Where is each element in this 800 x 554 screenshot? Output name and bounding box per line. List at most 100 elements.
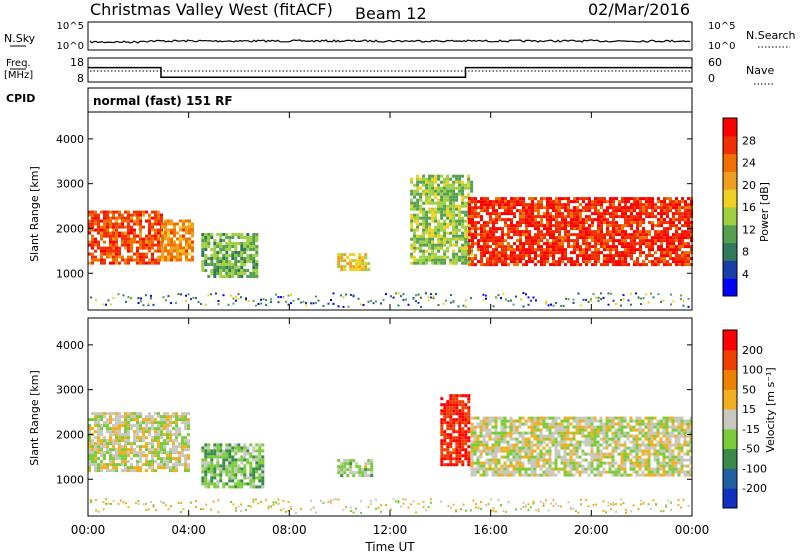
data-cell [521, 461, 525, 465]
data-cell [219, 233, 223, 236]
data-cell [471, 218, 474, 222]
data-cell [530, 458, 534, 462]
data-cell [539, 467, 543, 471]
data-cell [621, 245, 624, 249]
data-cell [249, 260, 253, 263]
data-cell [483, 254, 486, 258]
data-cell [222, 233, 226, 236]
data-cell [204, 461, 208, 465]
data-cell [540, 200, 543, 204]
data-cell [545, 470, 549, 474]
data-cell [528, 206, 531, 210]
data-cell [157, 234, 160, 238]
data-cell [606, 227, 609, 231]
data-cell [506, 425, 510, 429]
data-cell [527, 443, 531, 447]
data-cell [458, 222, 462, 226]
data-cell [573, 233, 576, 237]
data-cell [495, 215, 498, 219]
data-cell [94, 457, 97, 461]
data-cell [228, 239, 232, 242]
data-cell [492, 257, 495, 261]
data-cell [684, 212, 687, 216]
data-cell [413, 201, 417, 205]
data-cell [455, 421, 459, 425]
data-cell [145, 445, 148, 449]
data-cell [567, 260, 570, 264]
data-cell [501, 242, 504, 246]
data-cell [618, 233, 621, 237]
data-cell [480, 206, 483, 210]
data-cell [660, 206, 663, 210]
data-cell [659, 443, 663, 447]
data-cell [629, 452, 633, 456]
data-cell [488, 458, 492, 462]
data-cell [142, 304, 145, 307]
data-cell [133, 430, 136, 434]
data-cell [240, 272, 244, 275]
data-cell [479, 455, 483, 459]
data-cell [582, 197, 585, 201]
data-cell [473, 473, 477, 477]
data-cell [482, 434, 486, 438]
data-cell [191, 222, 194, 226]
data-cell [617, 470, 621, 474]
data-cell [558, 209, 561, 213]
data-cell [590, 437, 594, 441]
data-cell [528, 248, 531, 252]
data-cell [357, 297, 360, 300]
data-cell [151, 418, 154, 422]
data-cell [635, 443, 639, 447]
data-cell [660, 218, 663, 222]
data-cell [103, 421, 106, 425]
data-cell [287, 294, 290, 297]
data-cell [552, 260, 555, 264]
data-cell [213, 269, 217, 272]
data-cell [213, 482, 217, 486]
data-cell [492, 233, 495, 237]
data-cell [458, 213, 462, 217]
data-cell [648, 239, 651, 243]
data-cell [615, 260, 618, 264]
data-cell [563, 458, 567, 462]
data-cell [172, 463, 175, 467]
data-cell [452, 451, 456, 455]
data-cell [660, 221, 663, 225]
data-cell [663, 248, 666, 252]
data-cell [525, 209, 528, 213]
data-cell [600, 197, 603, 201]
data-cell [419, 237, 423, 241]
data-cell [512, 419, 516, 423]
data-cell [157, 255, 160, 259]
data-cell [182, 219, 185, 223]
data-cell [549, 224, 552, 228]
data-cell [588, 203, 591, 207]
data-cell [364, 253, 368, 257]
data-cell [434, 186, 438, 190]
data-cell [533, 428, 537, 432]
data-cell [641, 461, 645, 465]
data-cell [533, 434, 537, 438]
data-cell [567, 257, 570, 261]
data-cell [452, 457, 456, 461]
data-cell [662, 419, 666, 423]
freq-label-line1: Freq. [6, 58, 31, 69]
data-cell [659, 449, 663, 453]
data-cell [474, 236, 477, 240]
data-cell [255, 476, 259, 480]
data-cell [555, 218, 558, 222]
data-cell [154, 418, 157, 422]
data-cell [115, 240, 118, 244]
data-cell [611, 449, 615, 453]
data-cell [464, 394, 468, 398]
data-cell [542, 461, 546, 465]
data-cell [530, 452, 534, 456]
data-cell [546, 257, 549, 261]
data-cell [461, 454, 465, 458]
data-cell [650, 428, 654, 432]
nave-tick-top: 60 [708, 56, 722, 69]
data-cell [509, 461, 513, 465]
data-cell [173, 246, 176, 250]
data-cell [240, 296, 242, 299]
data-cell [599, 470, 603, 474]
